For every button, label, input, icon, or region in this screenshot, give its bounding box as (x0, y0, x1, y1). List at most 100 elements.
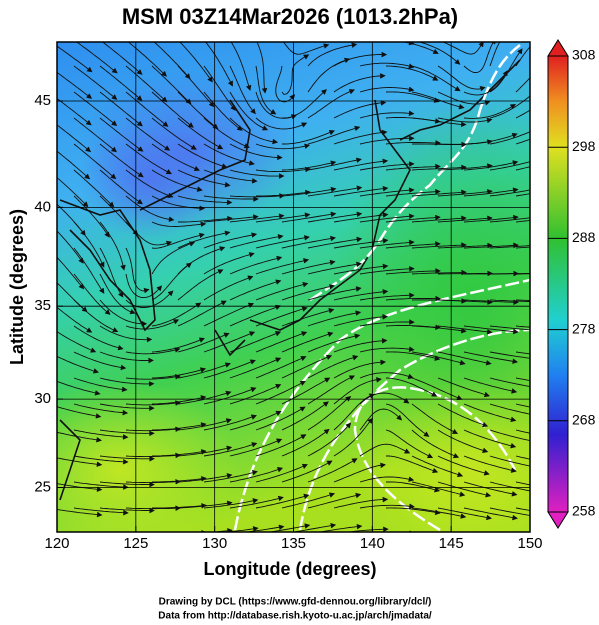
streamline (515, 377, 530, 382)
streamline-arrow (323, 428, 330, 435)
streamline (333, 187, 388, 197)
streamline (437, 117, 492, 123)
streamline (151, 65, 192, 104)
streamline (333, 290, 388, 301)
streamline-arrow (248, 252, 255, 258)
streamline (229, 496, 284, 509)
streamline (411, 481, 465, 496)
streamline-arrow (251, 232, 258, 238)
streamline (411, 91, 464, 109)
streamline (57, 256, 84, 289)
streamline-arrow (324, 377, 331, 383)
streamline-arrow (551, 5, 556, 9)
streamline (229, 331, 281, 353)
streamline (359, 137, 414, 145)
streamline-arrow (84, 173, 91, 180)
streamline (125, 428, 180, 432)
streamline (281, 188, 336, 197)
streamline (359, 347, 414, 353)
streamline-arrow (251, 442, 258, 448)
streamline-arrow (460, 121, 467, 128)
y-tick-label: 45 (34, 92, 51, 109)
streamline-arrow (539, 243, 544, 248)
streamline-arrow (111, 68, 118, 74)
streamline (255, 168, 310, 173)
streamline (203, 117, 250, 148)
streamline-arrow (482, 447, 489, 453)
streamline (125, 348, 180, 355)
streamline-arrow (250, 414, 257, 420)
streamline (359, 189, 414, 197)
streamline-arrow (512, 20, 517, 25)
streamline (516, 273, 530, 275)
streamlines (57, 5, 596, 543)
streamline-arrow (486, 514, 492, 521)
streamline-arrow (323, 401, 329, 407)
streamline-arrow (246, 84, 252, 91)
streamline (542, 10, 587, 40)
streamline (177, 474, 232, 483)
streamline (177, 195, 232, 203)
streamline (255, 406, 306, 431)
streamline (203, 359, 256, 379)
streamline (359, 268, 414, 275)
streamline-arrow (226, 473, 233, 479)
streamline (437, 217, 492, 223)
streamline (177, 446, 232, 457)
streamline (307, 158, 361, 171)
streamline-arrow (275, 357, 282, 363)
streamline-arrow (249, 331, 256, 337)
streamline (463, 507, 518, 519)
streamline (411, 351, 465, 365)
streamline (359, 294, 414, 301)
streamline (489, 161, 530, 171)
streamline (437, 65, 485, 90)
streamline-arrow (226, 199, 233, 206)
streamline (359, 392, 409, 405)
streamline-arrow (252, 526, 259, 532)
streamline (515, 481, 530, 486)
streamline (57, 98, 92, 126)
streamline-arrow (382, 158, 389, 164)
streamline (229, 143, 282, 159)
streamline-arrow (330, 186, 337, 193)
colorbar (547, 39, 569, 529)
streamline-arrow (175, 531, 176, 532)
streamline-arrow (379, 73, 386, 79)
streamline (151, 302, 201, 327)
streamline (359, 321, 414, 327)
streamline (177, 143, 227, 168)
streamline (307, 334, 360, 353)
streamline-arrow (531, 91, 536, 96)
streamline (334, 36, 388, 40)
streamline (99, 403, 154, 409)
streamline-arrow (327, 331, 334, 337)
streamline (411, 403, 458, 434)
streamline-arrow (208, 101, 215, 108)
streamline-arrow (143, 287, 150, 294)
streamline-arrow (585, 92, 590, 96)
streamline (281, 429, 330, 457)
streamline-arrow (486, 117, 493, 124)
streamline (151, 143, 200, 171)
streamline (333, 340, 387, 353)
streamline (151, 195, 205, 209)
streamline (515, 299, 530, 301)
streamline (255, 381, 306, 405)
streamline (400, 42, 439, 54)
streamline (489, 455, 530, 467)
streamline-arrow (460, 513, 467, 519)
streamline-arrow (330, 235, 336, 242)
streamline (463, 188, 518, 197)
streamline-arrow (485, 360, 492, 366)
streamline-arrow (591, 538, 596, 543)
streamline (333, 160, 388, 171)
streamline (359, 241, 414, 249)
streamline (385, 190, 440, 197)
streamline-arrow (591, 462, 596, 467)
streamline (73, 169, 114, 208)
streamline-arrow (538, 157, 543, 161)
streamline-arrow (326, 354, 333, 360)
streamline (99, 325, 152, 341)
